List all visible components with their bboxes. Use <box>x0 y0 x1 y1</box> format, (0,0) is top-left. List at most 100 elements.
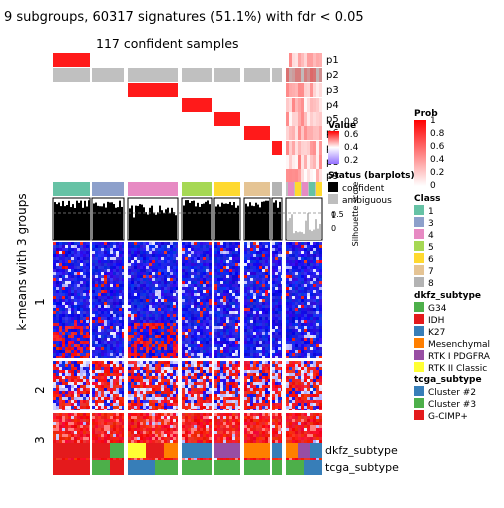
heatmap-cell <box>116 367 119 370</box>
heatmap-cell <box>53 272 56 275</box>
heatmap-cell <box>137 391 140 394</box>
heatmap-cell <box>214 275 217 278</box>
heatmap-cell <box>253 391 256 394</box>
heatmap-cell <box>316 382 319 385</box>
heatmap-cell <box>214 260 217 263</box>
heatmap-cell <box>209 326 212 329</box>
heatmap-cell <box>134 266 137 269</box>
heatmap-cell <box>286 302 289 305</box>
heatmap-cell <box>134 302 137 305</box>
heatmap-cell <box>203 275 206 278</box>
heatmap-cell <box>68 403 71 406</box>
heatmap-cell <box>92 254 95 257</box>
heatmap-cell <box>214 403 217 406</box>
heatmap-cell <box>253 379 256 382</box>
heatmap-cell <box>71 385 74 388</box>
heatmap-cell <box>104 385 107 388</box>
heatmap-cell <box>59 275 62 278</box>
heatmap-cell <box>256 356 259 358</box>
heatmap-cell <box>235 272 238 275</box>
prob-cell <box>313 68 316 82</box>
heatmap-cell <box>182 323 185 326</box>
heatmap-cell <box>191 245 194 248</box>
heatmap-cell <box>101 388 104 391</box>
heatmap-cell <box>262 302 265 305</box>
prob-cell <box>289 68 292 82</box>
heatmap-cell <box>155 367 158 370</box>
heatmap-cell <box>182 290 185 293</box>
heatmap-cell <box>128 284 131 287</box>
heatmap-cell <box>281 347 282 350</box>
prob-cell <box>307 126 310 140</box>
silhouette-bar <box>159 206 161 240</box>
heatmap-cell <box>155 278 158 281</box>
heatmap-cell <box>92 409 95 410</box>
heatmap-cell <box>119 293 122 296</box>
heatmap-cell <box>95 320 98 323</box>
heatmap-cell <box>170 397 173 400</box>
heatmap-cell <box>232 385 235 388</box>
heatmap-cell <box>289 373 292 376</box>
heatmap-cell <box>200 353 203 356</box>
heatmap-cell <box>232 311 235 314</box>
heatmap-cell <box>59 269 62 272</box>
heatmap-cell <box>292 385 295 388</box>
heatmap-cell <box>194 281 197 284</box>
heatmap-cell <box>59 290 62 293</box>
heatmap-cell <box>56 382 59 385</box>
heatmap-cell <box>110 356 113 358</box>
heatmap-cell <box>170 245 173 248</box>
heatmap-cell <box>275 379 278 382</box>
heatmap-cell <box>235 350 238 353</box>
heatmap-cell <box>170 299 173 302</box>
heatmap-cell <box>226 344 229 347</box>
heatmap-cell <box>104 400 107 403</box>
heatmap-cell <box>289 296 292 299</box>
heatmap-cell <box>191 251 194 254</box>
heatmap-cell <box>307 353 310 356</box>
heatmap-cell <box>86 248 89 251</box>
heatmap-cell <box>247 356 250 358</box>
heatmap-cell <box>164 347 167 350</box>
heatmap-cell <box>95 388 98 391</box>
heatmap-cell <box>197 391 200 394</box>
heatmap-cell <box>286 254 289 257</box>
heatmap-cell <box>286 350 289 353</box>
heatmap-cell <box>98 391 101 394</box>
heatmap-cell <box>134 364 137 367</box>
heatmap-cell <box>116 242 119 245</box>
heatmap-cell <box>167 385 170 388</box>
heatmap-cell <box>298 287 301 290</box>
heatmap-cell <box>253 314 256 317</box>
heatmap-cell <box>53 388 56 391</box>
heatmap-cell <box>281 263 282 266</box>
heatmap-cell <box>164 308 167 311</box>
heatmap-cell <box>92 367 95 370</box>
prob-cell <box>301 155 304 169</box>
heatmap-cell <box>188 373 191 376</box>
heatmap-cell <box>167 329 170 332</box>
heatmap-cell <box>89 367 90 370</box>
heatmap-cell <box>155 275 158 278</box>
heatmap-cell <box>232 373 235 376</box>
heatmap-cell <box>298 305 301 308</box>
heatmap-cell <box>220 311 223 314</box>
heatmap-cell <box>83 347 86 350</box>
heatmap-cell <box>217 353 220 356</box>
heatmap-cell <box>170 314 173 317</box>
heatmap-cell <box>250 379 253 382</box>
heatmap-cell <box>310 305 313 308</box>
heatmap-cell <box>316 260 319 263</box>
silhouette-bar <box>171 208 173 240</box>
heatmap-cell <box>295 367 298 370</box>
heatmap-cell <box>262 382 265 385</box>
heatmap-cell <box>304 278 307 281</box>
heatmap-cell <box>83 391 86 394</box>
heatmap-cell <box>164 287 167 290</box>
heatmap-cell <box>298 254 301 257</box>
heatmap-cell <box>170 332 173 335</box>
heatmap-cell <box>89 344 90 347</box>
heatmap-cell <box>209 332 212 335</box>
heatmap-cell <box>170 251 173 254</box>
heatmap-cell <box>143 326 146 329</box>
